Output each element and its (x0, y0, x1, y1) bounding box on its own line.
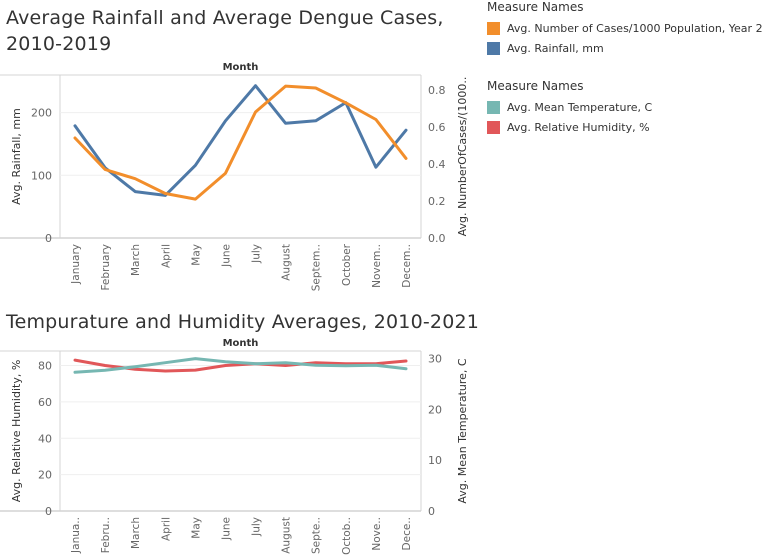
c2-y-right-tick: 0 (428, 505, 435, 518)
c2-x-tick-label: March (130, 517, 142, 549)
chart1-title-line2: 2010-2019 (6, 33, 112, 55)
c2-y-left-tick: 60 (38, 396, 52, 409)
c1-y-left-tick: 200 (31, 107, 52, 120)
legend-label-humidity: Avg. Relative Humidity, % (507, 120, 650, 134)
legend-label-cases: Avg. Number of Cases/1000 Population, Ye… (507, 21, 763, 35)
c1-y-right-tick: 0.4 (428, 158, 446, 171)
c1-x-tick-label: May (190, 244, 202, 266)
c1-y-right-label: Avg. NumberOfCases/(1000.. (456, 77, 469, 237)
c2-x-tick-label: Octob.. (341, 517, 353, 555)
legend-swatch-cases (487, 21, 500, 35)
c1-y-left-tick: 0 (45, 232, 52, 245)
c2-x-tick-label: Nove.. (371, 517, 383, 551)
c2-series-line-avg-mean-temperature-c (73, 357, 408, 374)
c1-series-line-avg-number-of-cases-1000-population-year-2 (73, 84, 408, 201)
legend-label-temperature: Avg. Mean Temperature, C (507, 100, 653, 114)
c1-y-left-tick: 100 (31, 169, 52, 182)
c1-x-tick-label: February (100, 244, 112, 291)
c1-x-tick-label: Novem.. (371, 244, 383, 288)
legend-item-humidity[interactable]: Avg. Relative Humidity, % (487, 117, 652, 137)
c1-x-tick-label: October (341, 243, 353, 286)
c1-y-right-tick: 0.0 (428, 232, 446, 245)
c1-y-right-tick: 0.2 (428, 195, 446, 208)
legend-swatch-temperature (487, 100, 500, 114)
c1-y-right-tick: 0.8 (428, 84, 446, 97)
c2-y-left-tick: 40 (38, 432, 52, 445)
c2-y-left-tick: 20 (38, 469, 52, 482)
c1-x-tick-label: June (220, 244, 232, 268)
chart2-title: Tempurature and Humidity Averages, 2010-… (6, 311, 480, 333)
chart2-legend-title: Measure Names (487, 79, 584, 93)
c2-x-tick-label: April (160, 517, 172, 541)
legend-item-cases[interactable]: Avg. Number of Cases/1000 Population, Ye… (487, 18, 763, 38)
c2-x-tick-label: August (281, 517, 293, 554)
c1-x-tick-label: July (251, 244, 263, 264)
c1-x-tick-label: Decem.. (401, 244, 413, 288)
c1-x-tick-label: April (160, 244, 172, 268)
legend-swatch-rainfall (487, 41, 500, 55)
legend-label-rainfall: Avg. Rainfall, mm (507, 41, 604, 55)
c1-x-axis-title: Month (223, 62, 259, 73)
c2-x-tick-label: July (251, 517, 263, 537)
chart1-legend-title: Measure Names (487, 0, 584, 14)
c1-x-tick-label: January (70, 244, 82, 285)
c2-y-right-tick: 30 (428, 353, 442, 366)
legend-item-rainfall[interactable]: Avg. Rainfall, mm (487, 38, 763, 58)
legend-swatch-humidity (487, 120, 500, 134)
c2-y-left-tick: 0 (45, 505, 52, 518)
legend-item-temperature[interactable]: Avg. Mean Temperature, C (487, 97, 652, 117)
chart2-legend[interactable]: Measure Names Avg. Mean Temperature, C A… (487, 79, 652, 137)
c2-y-left-tick: 80 (38, 360, 52, 373)
c1-series-line-avg-rainfall-mm (73, 84, 408, 197)
c2-x-tick-label: Janua.. (70, 517, 82, 554)
c1-x-tick-label: August (281, 244, 293, 281)
c1-y-right-tick: 0.6 (428, 121, 446, 134)
c2-y-right-label: Avg. Mean Temperature, C (456, 358, 469, 504)
c2-y-right-tick: 20 (428, 403, 442, 416)
c1-x-tick-label: Septem.. (311, 244, 323, 291)
c2-x-tick-label: June (220, 517, 232, 541)
c2-x-tick-label: May (190, 517, 202, 539)
chart1-title-line1: Average Rainfall and Average Dengue Case… (6, 7, 444, 29)
c1-x-tick-label: March (130, 244, 142, 276)
c2-x-tick-label: Septe.. (311, 517, 323, 554)
chart1-legend[interactable]: Measure Names Avg. Number of Cases/1000 … (487, 0, 763, 58)
c2-x-axis-title: Month (223, 338, 259, 349)
c2-y-right-tick: 10 (428, 454, 442, 467)
c2-x-tick-label: Febru.. (100, 517, 112, 553)
c2-x-tick-label: Dece.. (401, 517, 413, 550)
chart1-title: Average Rainfall and Average Dengue Case… (6, 5, 444, 57)
c2-y-left-label: Avg. Relative Humidity, % (10, 360, 23, 503)
c1-y-left-label: Avg. Rainfall, mm (10, 108, 23, 205)
